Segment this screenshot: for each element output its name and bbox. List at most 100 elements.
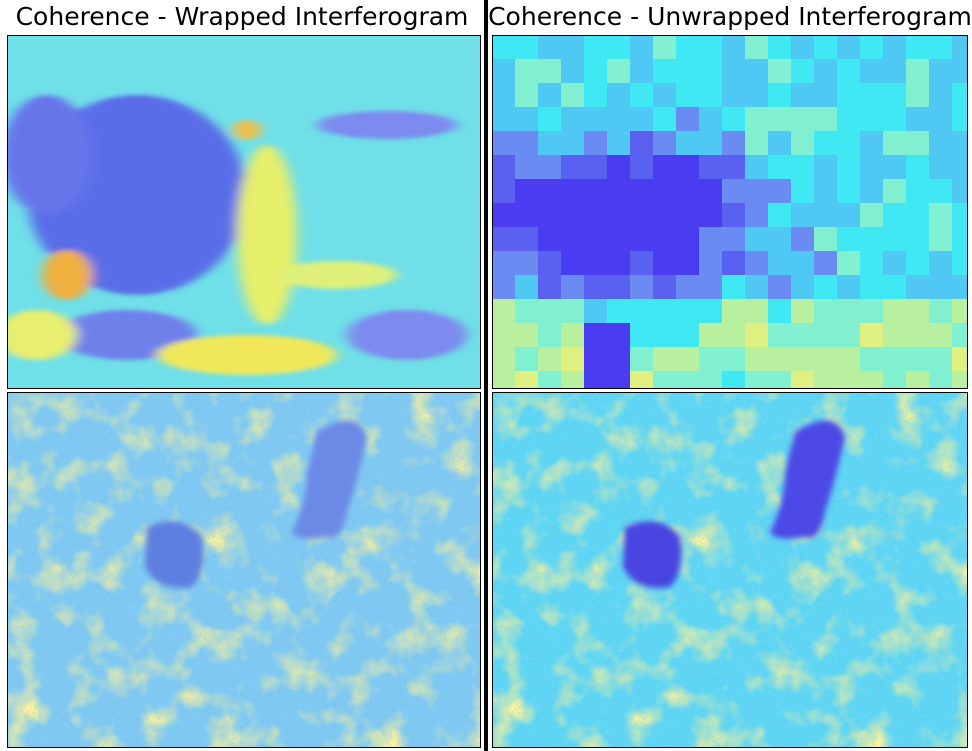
coherence-cell	[722, 35, 745, 59]
coherence-cell	[860, 323, 883, 347]
coherence-cell	[768, 203, 791, 227]
coherence-cell	[584, 35, 607, 59]
coherence-cell	[906, 251, 929, 275]
coherence-cell	[492, 299, 515, 323]
coherence-cell	[952, 251, 968, 275]
coherence-cell	[561, 35, 584, 59]
coherence-cell	[929, 59, 952, 83]
coherence-cell	[515, 251, 538, 275]
coherence-cell	[538, 323, 561, 347]
coherence-cell	[952, 371, 968, 389]
coherence-cell	[722, 83, 745, 107]
coherence-cell	[538, 299, 561, 323]
coherence-cell	[745, 251, 768, 275]
coherence-cell	[699, 179, 722, 203]
coherence-cell	[676, 131, 699, 155]
coherence-cell	[653, 131, 676, 155]
coherence-cell	[722, 131, 745, 155]
coherence-cell	[561, 251, 584, 275]
coherence-cell	[515, 131, 538, 155]
coherence-cell	[906, 275, 929, 299]
coherence-cell	[768, 347, 791, 371]
coherence-cell	[814, 35, 837, 59]
coherence-cell	[607, 227, 630, 251]
coherence-cell	[722, 299, 745, 323]
high-coherence-area	[237, 145, 297, 325]
coherence-cell	[837, 275, 860, 299]
coherence-cell	[929, 347, 952, 371]
coherence-cell	[791, 227, 814, 251]
coherence-cell	[883, 347, 906, 371]
coherence-cell	[883, 371, 906, 389]
coherence-cell	[860, 107, 883, 131]
coherence-cell	[929, 203, 952, 227]
coherence-cell	[676, 251, 699, 275]
coherence-cell	[630, 227, 653, 251]
coherence-cell	[745, 131, 768, 155]
coherence-cell	[929, 131, 952, 155]
coherence-cell	[515, 275, 538, 299]
coherence-cell	[699, 323, 722, 347]
coherence-cell	[630, 179, 653, 203]
coherence-cell	[860, 251, 883, 275]
coherence-cell	[952, 83, 968, 107]
coherence-cell	[676, 179, 699, 203]
coherence-cell	[745, 203, 768, 227]
coherence-cell	[768, 179, 791, 203]
coherence-cell	[607, 203, 630, 227]
coherence-cell	[584, 251, 607, 275]
coherence-cell	[538, 347, 561, 371]
unwrapped-scene-panel	[492, 392, 968, 748]
coherence-cell	[722, 347, 745, 371]
coherence-cell	[653, 107, 676, 131]
coherence-cell	[722, 107, 745, 131]
coherence-cell	[584, 59, 607, 83]
coherence-cell	[860, 203, 883, 227]
coherence-cell	[745, 371, 768, 389]
coherence-cell	[929, 227, 952, 251]
coherence-cell	[492, 227, 515, 251]
coherence-cell	[768, 155, 791, 179]
coherence-cell	[837, 155, 860, 179]
coherence-cell	[722, 323, 745, 347]
coherence-cell	[653, 83, 676, 107]
coherence-cell	[883, 155, 906, 179]
coherence-cell	[745, 347, 768, 371]
coherence-cell	[745, 227, 768, 251]
coherence-cell	[699, 155, 722, 179]
coherence-cell	[492, 179, 515, 203]
coherence-cell	[538, 227, 561, 251]
coherence-cell	[630, 59, 653, 83]
coherence-cell	[860, 131, 883, 155]
coherence-cell	[814, 251, 837, 275]
coherence-cell	[584, 227, 607, 251]
coherence-cell	[768, 323, 791, 347]
speckle-texture	[492, 392, 968, 748]
coherence-cell	[791, 131, 814, 155]
coherence-cell	[492, 251, 515, 275]
coherence-cell	[929, 275, 952, 299]
coherence-cell	[653, 299, 676, 323]
coherence-cell	[561, 299, 584, 323]
coherence-cell	[791, 83, 814, 107]
high-coherence-area	[157, 335, 337, 375]
coherence-cell	[952, 155, 968, 179]
coherence-cell	[906, 155, 929, 179]
coherence-cell	[515, 371, 538, 389]
coherence-cell	[492, 35, 515, 59]
lake	[145, 521, 204, 588]
coherence-cell	[699, 251, 722, 275]
coherence-cell	[791, 275, 814, 299]
coherence-cell	[676, 275, 699, 299]
coherence-cell	[699, 35, 722, 59]
coherence-cell	[561, 131, 584, 155]
coherence-cell	[768, 227, 791, 251]
lake	[292, 420, 367, 539]
coherence-cell	[584, 371, 607, 389]
coherence-cell	[837, 299, 860, 323]
coherence-cell	[538, 203, 561, 227]
coherence-cell	[676, 107, 699, 131]
coherence-cell	[791, 203, 814, 227]
coherence-cell	[952, 131, 968, 155]
coherence-cell	[561, 83, 584, 107]
